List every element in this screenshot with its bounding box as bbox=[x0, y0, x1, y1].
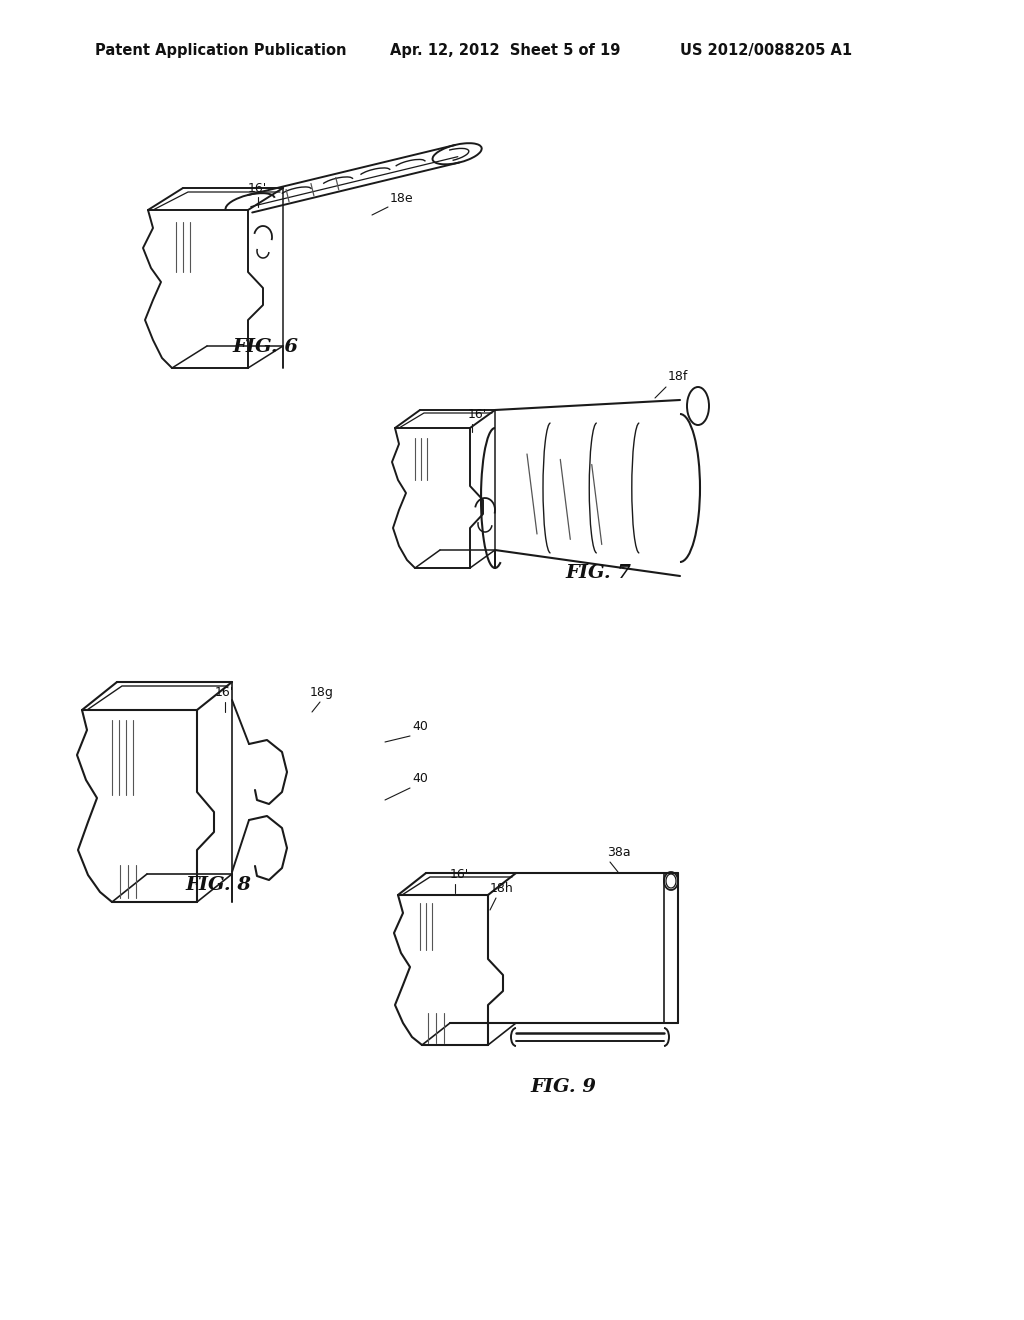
Text: FIG. 8: FIG. 8 bbox=[185, 876, 251, 894]
Text: 16': 16' bbox=[215, 686, 234, 700]
Text: 18h: 18h bbox=[490, 882, 514, 895]
Text: 18f: 18f bbox=[668, 370, 688, 383]
Text: 16': 16' bbox=[450, 869, 469, 880]
Text: 16': 16' bbox=[468, 408, 487, 421]
Text: FIG. 6: FIG. 6 bbox=[232, 338, 298, 356]
Text: 40: 40 bbox=[412, 772, 428, 785]
Text: US 2012/0088205 A1: US 2012/0088205 A1 bbox=[680, 44, 852, 58]
Text: FIG. 9: FIG. 9 bbox=[530, 1078, 596, 1096]
Text: 18e: 18e bbox=[390, 191, 414, 205]
Text: Patent Application Publication: Patent Application Publication bbox=[95, 44, 346, 58]
Text: FIG. 7: FIG. 7 bbox=[565, 564, 631, 582]
Text: 38a: 38a bbox=[607, 846, 631, 859]
Text: 40: 40 bbox=[412, 719, 428, 733]
Text: 18g: 18g bbox=[310, 686, 334, 700]
Text: Apr. 12, 2012  Sheet 5 of 19: Apr. 12, 2012 Sheet 5 of 19 bbox=[390, 44, 621, 58]
Text: 16': 16' bbox=[248, 182, 267, 195]
